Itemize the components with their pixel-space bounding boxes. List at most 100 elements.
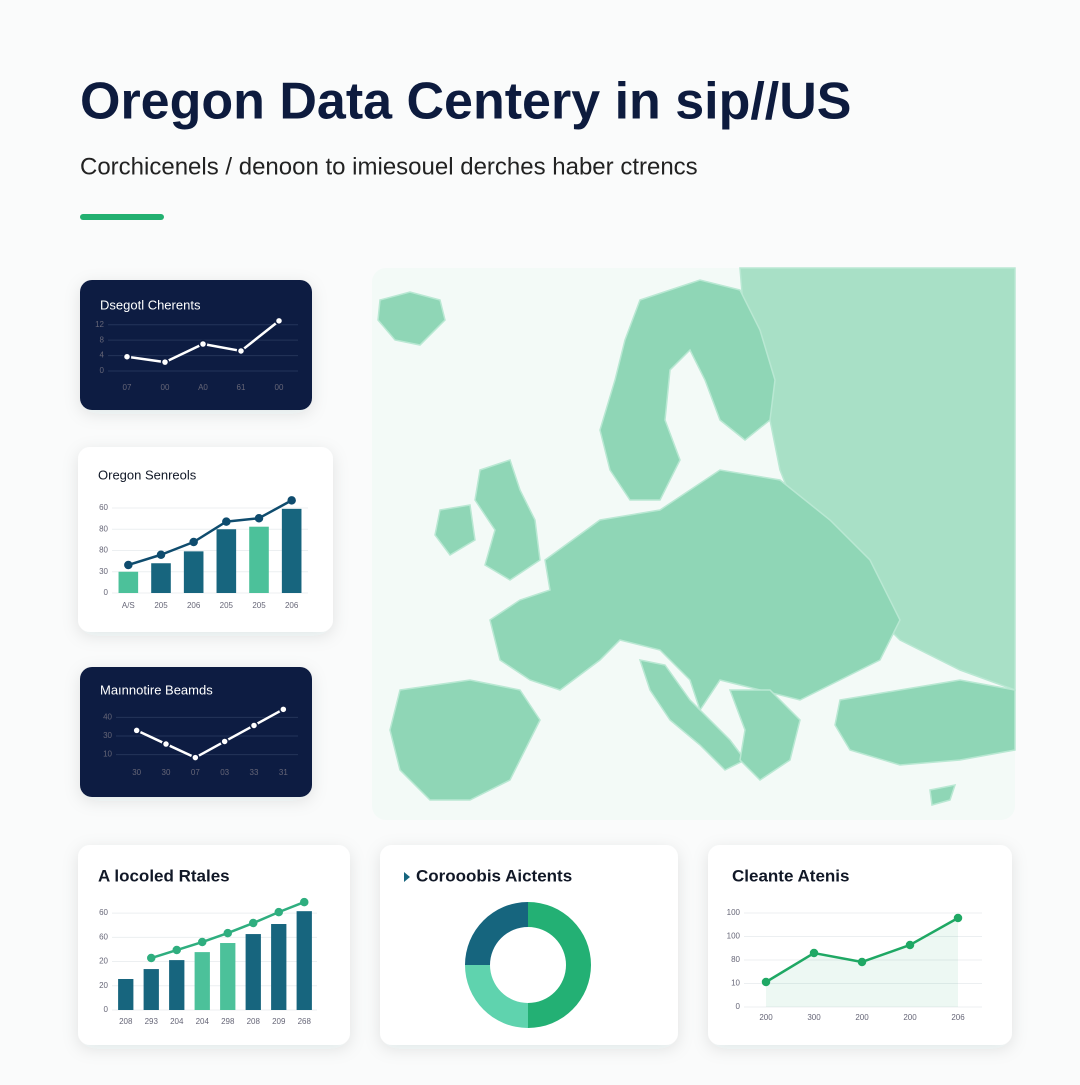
x-tick-label: 206 (951, 1013, 965, 1022)
line-point (160, 357, 170, 367)
x-tick-label: 205 (220, 601, 234, 610)
y-tick-label: 60 (99, 932, 108, 941)
x-tick-label: 33 (250, 768, 259, 777)
chart-title: Dsegotl Cherents (100, 297, 201, 312)
y-tick-label: 10 (731, 979, 740, 988)
europe-map (372, 267, 1016, 820)
x-tick-label: 07 (191, 768, 200, 777)
map-ireland (434, 504, 476, 556)
line-point (905, 940, 915, 950)
x-tick-label: 298 (221, 1017, 235, 1026)
title-marker (404, 872, 410, 882)
x-tick-label: 61 (237, 383, 246, 392)
card-background (80, 667, 312, 797)
line-point (300, 897, 309, 907)
map-balkans (728, 689, 801, 781)
y-tick-label: 4 (100, 351, 105, 360)
line-point (220, 737, 229, 746)
card-background (708, 845, 1012, 1045)
bar (271, 924, 287, 1010)
x-tick-label: 200 (903, 1013, 917, 1022)
bar (296, 911, 312, 1010)
map-italy (638, 659, 747, 771)
chart-card: Cleante Atenis 0 10 80 100 100 200 300 200 200 206 (708, 845, 1012, 1045)
line-point (198, 937, 207, 947)
x-tick-label: 03 (220, 768, 229, 777)
map-iceland (377, 291, 446, 346)
x-tick-label: 300 (807, 1013, 821, 1022)
y-tick-label: 60 (99, 503, 108, 512)
bar (183, 551, 204, 593)
x-tick-label: A/S (122, 601, 135, 610)
map-britain (474, 459, 541, 581)
card-background (80, 280, 312, 410)
line-point (223, 928, 232, 938)
y-tick-label: 0 (100, 366, 105, 375)
line-point (953, 913, 963, 923)
x-tick-label: 200 (855, 1013, 869, 1022)
chart-card: A locoled Rtales 0 20 20 60 60 208 293 204 204 298… (78, 845, 350, 1045)
line-point (274, 316, 284, 326)
line-point (191, 753, 200, 762)
y-tick-label: 0 (104, 1005, 109, 1014)
y-tick-label: 12 (95, 320, 104, 329)
y-tick-label: 30 (99, 567, 108, 576)
chart-card: Oregon Senreols 0 30 80 80 60 A/S 205 206 205 205 2… (78, 447, 333, 632)
line (127, 499, 293, 567)
line-point (249, 721, 259, 730)
line-point (122, 352, 132, 361)
chart-title: Maınnotire Beamds (100, 682, 213, 697)
x-tick-label: 209 (272, 1017, 286, 1026)
bar (281, 508, 302, 593)
line-point (809, 948, 819, 958)
bar (249, 526, 269, 593)
line-point (156, 550, 166, 559)
map-scandinavia (599, 279, 776, 501)
y-tick-label: 60 (99, 908, 108, 917)
x-tick-label: 30 (132, 768, 141, 777)
bar (194, 952, 210, 1010)
y-tick-label: 30 (103, 731, 112, 740)
chart-title: Cleante Atenis (732, 866, 849, 885)
x-tick-label: 206 (285, 601, 299, 610)
x-tick-label: 00 (275, 383, 284, 392)
x-tick-label: 00 (161, 383, 170, 392)
line-point (222, 517, 231, 526)
bar (216, 529, 237, 593)
map-mainland (489, 469, 901, 712)
x-tick-label: 206 (187, 601, 201, 610)
page-title: Oregon Data Centery in sip//US (80, 73, 852, 131)
y-tick-label: 20 (99, 981, 108, 990)
x-tick-label: 268 (298, 1017, 312, 1026)
line-point (132, 726, 141, 735)
y-tick-label: 100 (727, 932, 741, 941)
line-point (254, 513, 264, 523)
x-tick-label: 31 (279, 768, 288, 777)
line-point (249, 918, 258, 928)
x-tick-label: 205 (252, 601, 266, 610)
bar (151, 563, 171, 593)
chart-title: Oregon Senreols (98, 467, 197, 482)
donut-segment (465, 902, 528, 965)
card-background (78, 447, 333, 632)
line-point (236, 346, 246, 356)
chart-card: Maınnotire Beamds 10 30 40 30 30 07 03 33 31 (80, 667, 312, 797)
x-tick-label: 208 (247, 1017, 261, 1026)
line-point (161, 739, 171, 749)
map-cyprus (929, 784, 957, 806)
line-point (279, 705, 288, 714)
bar (169, 960, 185, 1010)
card-background (380, 845, 678, 1045)
line-point (761, 977, 771, 987)
chart-card: Dsegotl Cherents 0 4 8 12 07 00 A0 61 00 (80, 280, 312, 410)
y-tick-label: 100 (727, 908, 741, 917)
x-tick-label: 204 (196, 1017, 210, 1026)
line-point (198, 339, 208, 349)
line-point (274, 907, 283, 917)
y-tick-label: 80 (99, 546, 108, 555)
line-point (189, 537, 198, 547)
x-tick-label: 07 (123, 383, 132, 392)
donut-segment (528, 902, 591, 1028)
line-point (287, 496, 296, 505)
